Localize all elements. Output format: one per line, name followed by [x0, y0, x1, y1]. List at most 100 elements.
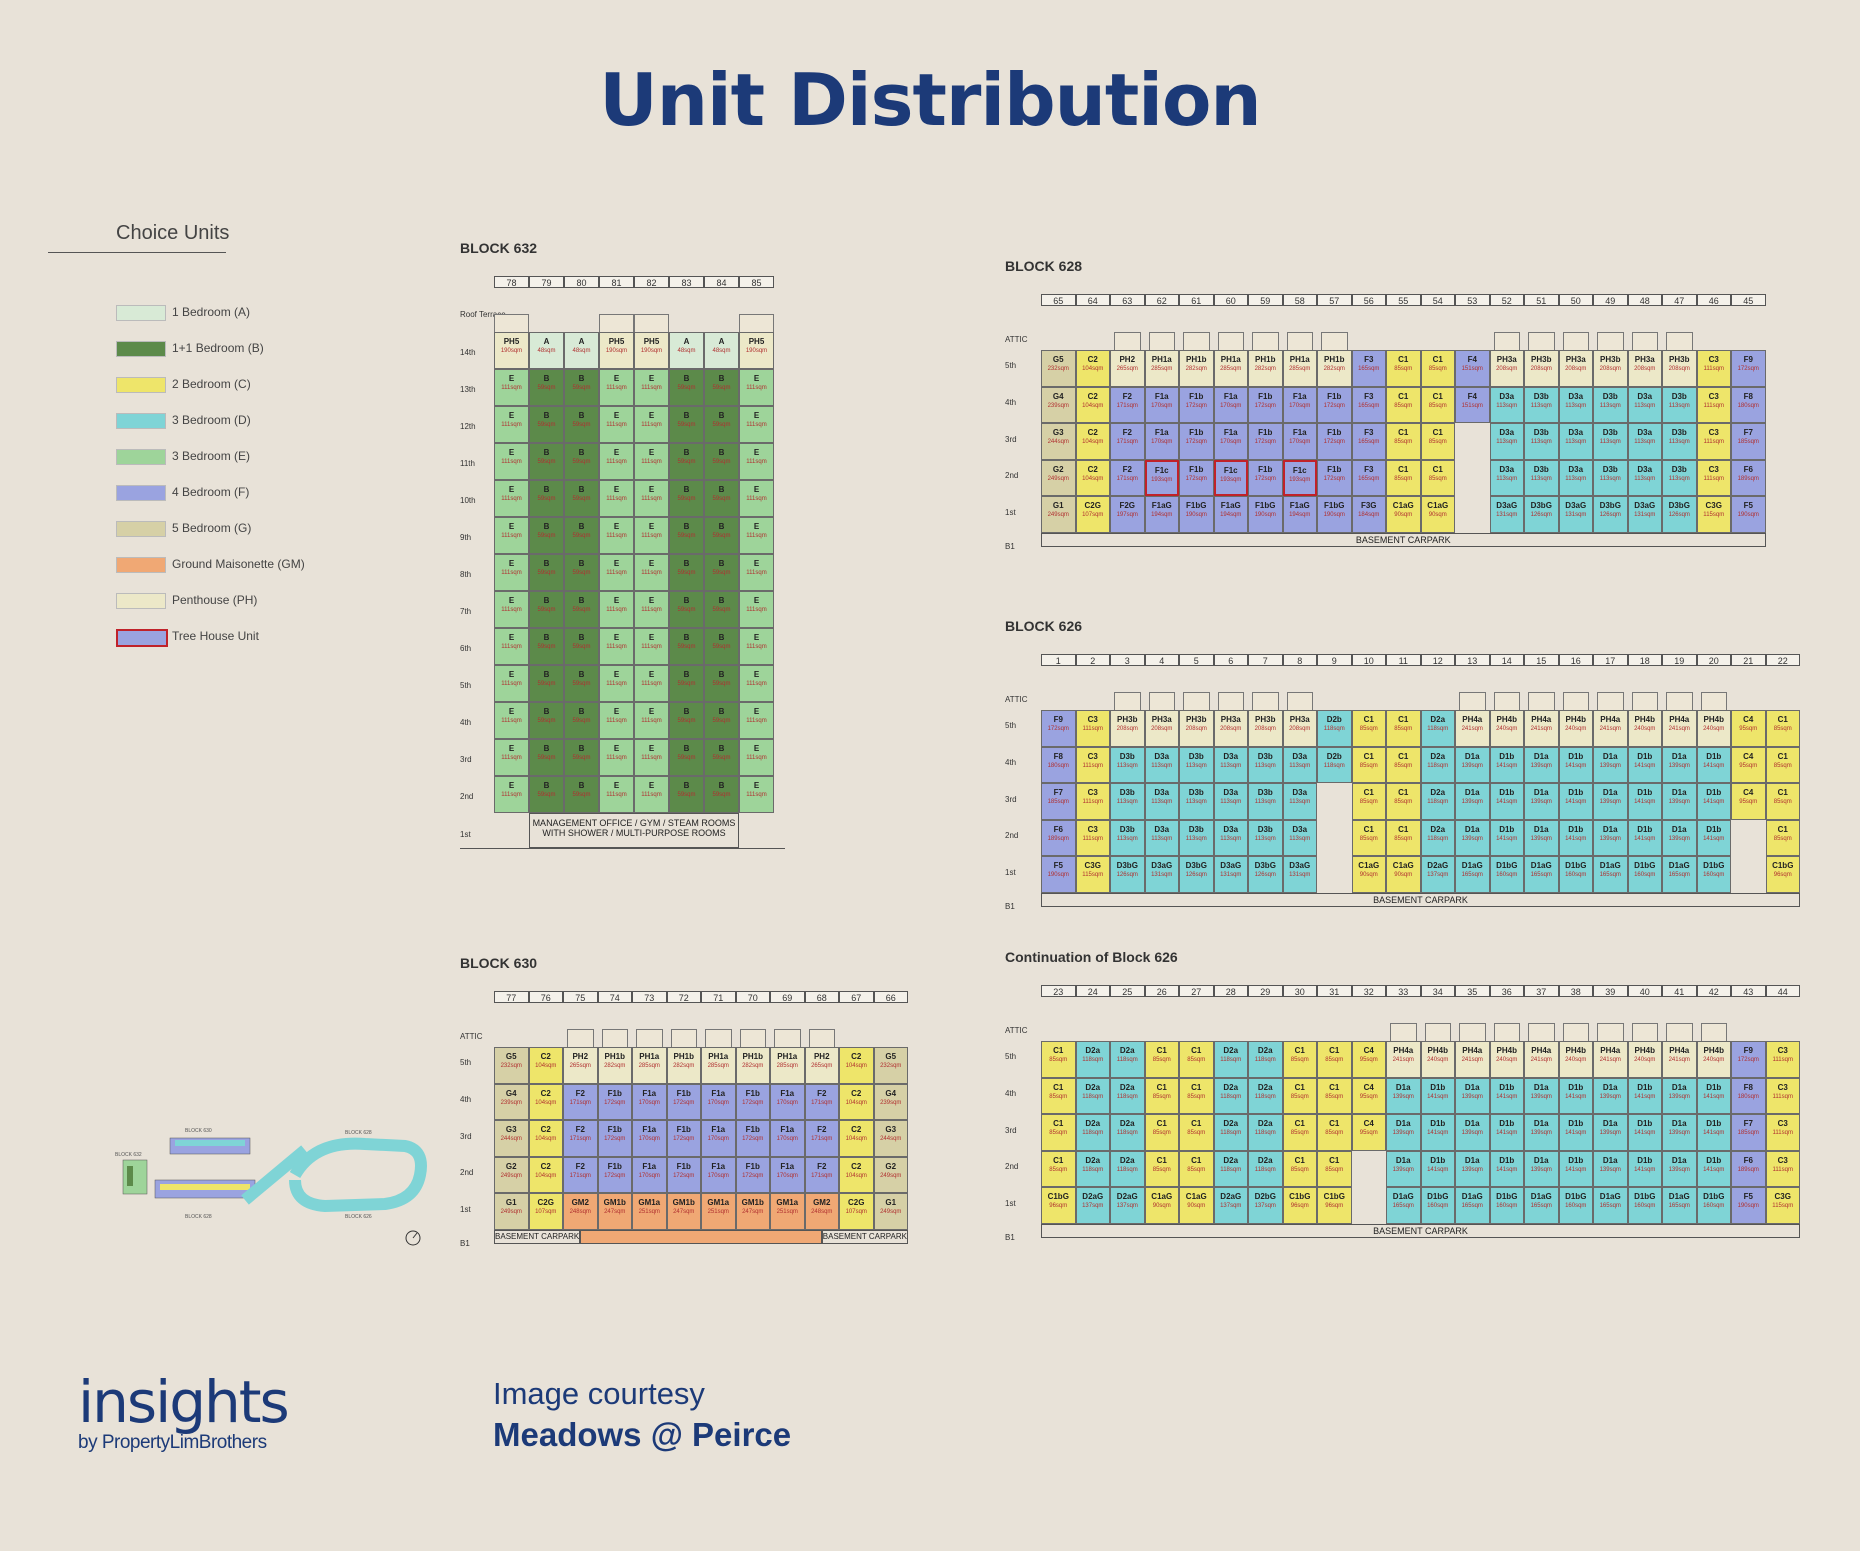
unit-size: 240sqm: [1496, 726, 1518, 732]
block-630: BLOCK 630 77 76 75 74 73 72 71 70 69 68 67 66 ATTIC 5t…: [460, 955, 910, 1255]
unit-size: 95sqm: [1739, 726, 1758, 732]
unit-cell: D1b 141sqm: [1489, 819, 1524, 856]
unit-number: 33: [1386, 985, 1421, 997]
unit-size: 59sqm: [712, 385, 731, 391]
unit-type: D1a: [1395, 1119, 1411, 1128]
floor-label: 1st: [1005, 868, 1016, 877]
unit-size: 126sqm: [1254, 872, 1276, 878]
unit-type: F2: [575, 1125, 585, 1134]
unit-size: 165sqm: [1358, 402, 1380, 409]
unit-cell: D2a 118sqm: [1075, 1041, 1110, 1078]
unit-type: B: [578, 448, 585, 457]
unit-type: F8: [1053, 751, 1063, 761]
block-title: BLOCK 632: [460, 240, 538, 256]
unit-size: 190sqm: [605, 348, 628, 354]
unit-type: D3bG: [1116, 861, 1138, 870]
attic-bump: [1493, 692, 1520, 710]
unit-type: PH5: [643, 337, 660, 346]
unit-type: D1a: [1533, 824, 1549, 834]
unit-type: D1a: [1602, 1155, 1618, 1165]
unit-type: F3G: [1360, 501, 1377, 510]
floor-label: 1st: [1005, 1199, 1016, 1208]
unit-type: D2a: [1257, 1119, 1273, 1128]
unit-number: 2: [1075, 654, 1110, 666]
unit-size: 111sqm: [641, 533, 662, 539]
unit-cell: C2 104sqm: [528, 1156, 563, 1193]
unit-size: 139sqm: [1668, 835, 1690, 842]
unit-type: D2a: [1257, 1082, 1273, 1092]
unit-type: F8: [1743, 391, 1753, 401]
unit-type: B: [683, 411, 690, 420]
unit-size: 113sqm: [1599, 439, 1621, 445]
unit-cell: GM1a 251sqm: [632, 1193, 667, 1230]
unit-cell: D3b 113sqm: [1110, 819, 1145, 856]
unit-type: F3: [1364, 428, 1374, 437]
legend-label: Penthouse (PH): [172, 593, 258, 607]
unit-cell: C3 111sqm: [1765, 1114, 1800, 1151]
unit-type: D3aG: [1220, 861, 1242, 870]
unit-size: 139sqm: [1530, 799, 1552, 805]
unit-cell: PH3b 208sqm: [1110, 710, 1145, 747]
unit-size: 59sqm: [537, 681, 556, 687]
unit-cell: C1 85sqm: [1351, 710, 1386, 747]
unit-cell: GM1a 251sqm: [770, 1193, 805, 1230]
unit-cell: A 48sqm: [564, 332, 599, 369]
unit-type: D2a: [1119, 1082, 1135, 1092]
unit-cell: D3a 113sqm: [1213, 783, 1248, 820]
floor-label: 6th: [460, 644, 472, 653]
unit-size: 189sqm: [1047, 835, 1069, 842]
unit-type: D1aG: [1599, 861, 1621, 870]
unit-cell: G5 232sqm: [1041, 350, 1076, 387]
unit-type: D2a: [1223, 1119, 1239, 1128]
unit-cell: D1a 139sqm: [1455, 783, 1490, 820]
unit-size: 111sqm: [606, 459, 627, 465]
site-plan-curve-block: [241, 1145, 309, 1205]
unit-type: D1a: [1602, 788, 1618, 797]
unit-cell: E 111sqm: [494, 628, 529, 665]
unit-type: B: [578, 411, 585, 420]
unit-size: 111sqm: [501, 496, 522, 502]
unit-type: D1b: [1706, 1119, 1722, 1128]
unit-size: 85sqm: [1325, 1166, 1344, 1173]
unit-type: C2: [540, 1052, 551, 1061]
unit-type: D3aG: [1496, 501, 1518, 510]
unit-size: 111sqm: [501, 570, 522, 576]
unit-type: PH4a: [1462, 715, 1483, 724]
attic-bump: [1286, 692, 1313, 710]
unit-cell: B 59sqm: [704, 443, 739, 480]
unit-type: B: [683, 633, 690, 642]
unit-size: 85sqm: [1394, 762, 1413, 769]
unit-type: B: [543, 744, 550, 753]
unit-cell: E 111sqm: [494, 591, 529, 628]
unit-type: PH3a: [1151, 715, 1172, 724]
unit-number: 5: [1179, 654, 1214, 666]
unit-size: 96sqm: [1325, 1203, 1344, 1209]
unit-cell: PH3a 208sqm: [1282, 710, 1317, 747]
attic-bump: [1631, 692, 1658, 710]
unit-cell: F1a 170sqm: [1213, 423, 1248, 460]
brand-logo: insights by PropertyLimBrothers: [78, 1368, 290, 1454]
unit-size: 113sqm: [1220, 762, 1242, 769]
unit-number: 53: [1455, 294, 1490, 306]
unit-type: G1: [885, 1198, 897, 1207]
unit-size: 139sqm: [1392, 1130, 1414, 1136]
legend-label: 3 Bedroom (D): [172, 413, 251, 427]
unit-type: E: [648, 559, 655, 568]
unit-cell: C3 111sqm: [1696, 459, 1731, 496]
unit-type: D2a: [1430, 824, 1446, 834]
unit-type: F4: [1467, 391, 1477, 401]
unit-cell: GM2 248sqm: [804, 1193, 839, 1230]
unit-type: E: [613, 633, 620, 642]
ground-maisonette-basement: [580, 1229, 822, 1244]
unit-size: 141sqm: [1496, 762, 1518, 769]
unit-type: C1: [1053, 1046, 1064, 1055]
unit-number: 18: [1627, 654, 1662, 666]
unit-cell: D3a 113sqm: [1282, 819, 1317, 856]
unit-cell: F2 171sqm: [563, 1156, 598, 1193]
unit-cell: C1aG 90sqm: [1351, 856, 1386, 893]
unit-size: 59sqm: [712, 422, 731, 428]
unit-cell: D2b 118sqm: [1317, 746, 1352, 783]
unit-type: B: [578, 596, 585, 605]
unit-cell: D1b 141sqm: [1696, 1114, 1731, 1151]
unit-cell: B 59sqm: [704, 665, 739, 702]
